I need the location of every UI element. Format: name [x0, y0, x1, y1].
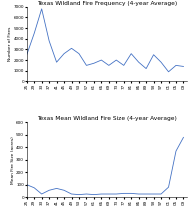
Y-axis label: Number of Fires: Number of Fires: [8, 27, 12, 61]
Title: Texas Wildland Fire Frequency (4-year Average): Texas Wildland Fire Frequency (4-year Av…: [37, 1, 177, 6]
Y-axis label: Mean Fire Size (acres): Mean Fire Size (acres): [11, 136, 15, 184]
Title: Texas Mean Wildland Fire Size (4-year Average): Texas Mean Wildland Fire Size (4-year Av…: [37, 116, 177, 121]
